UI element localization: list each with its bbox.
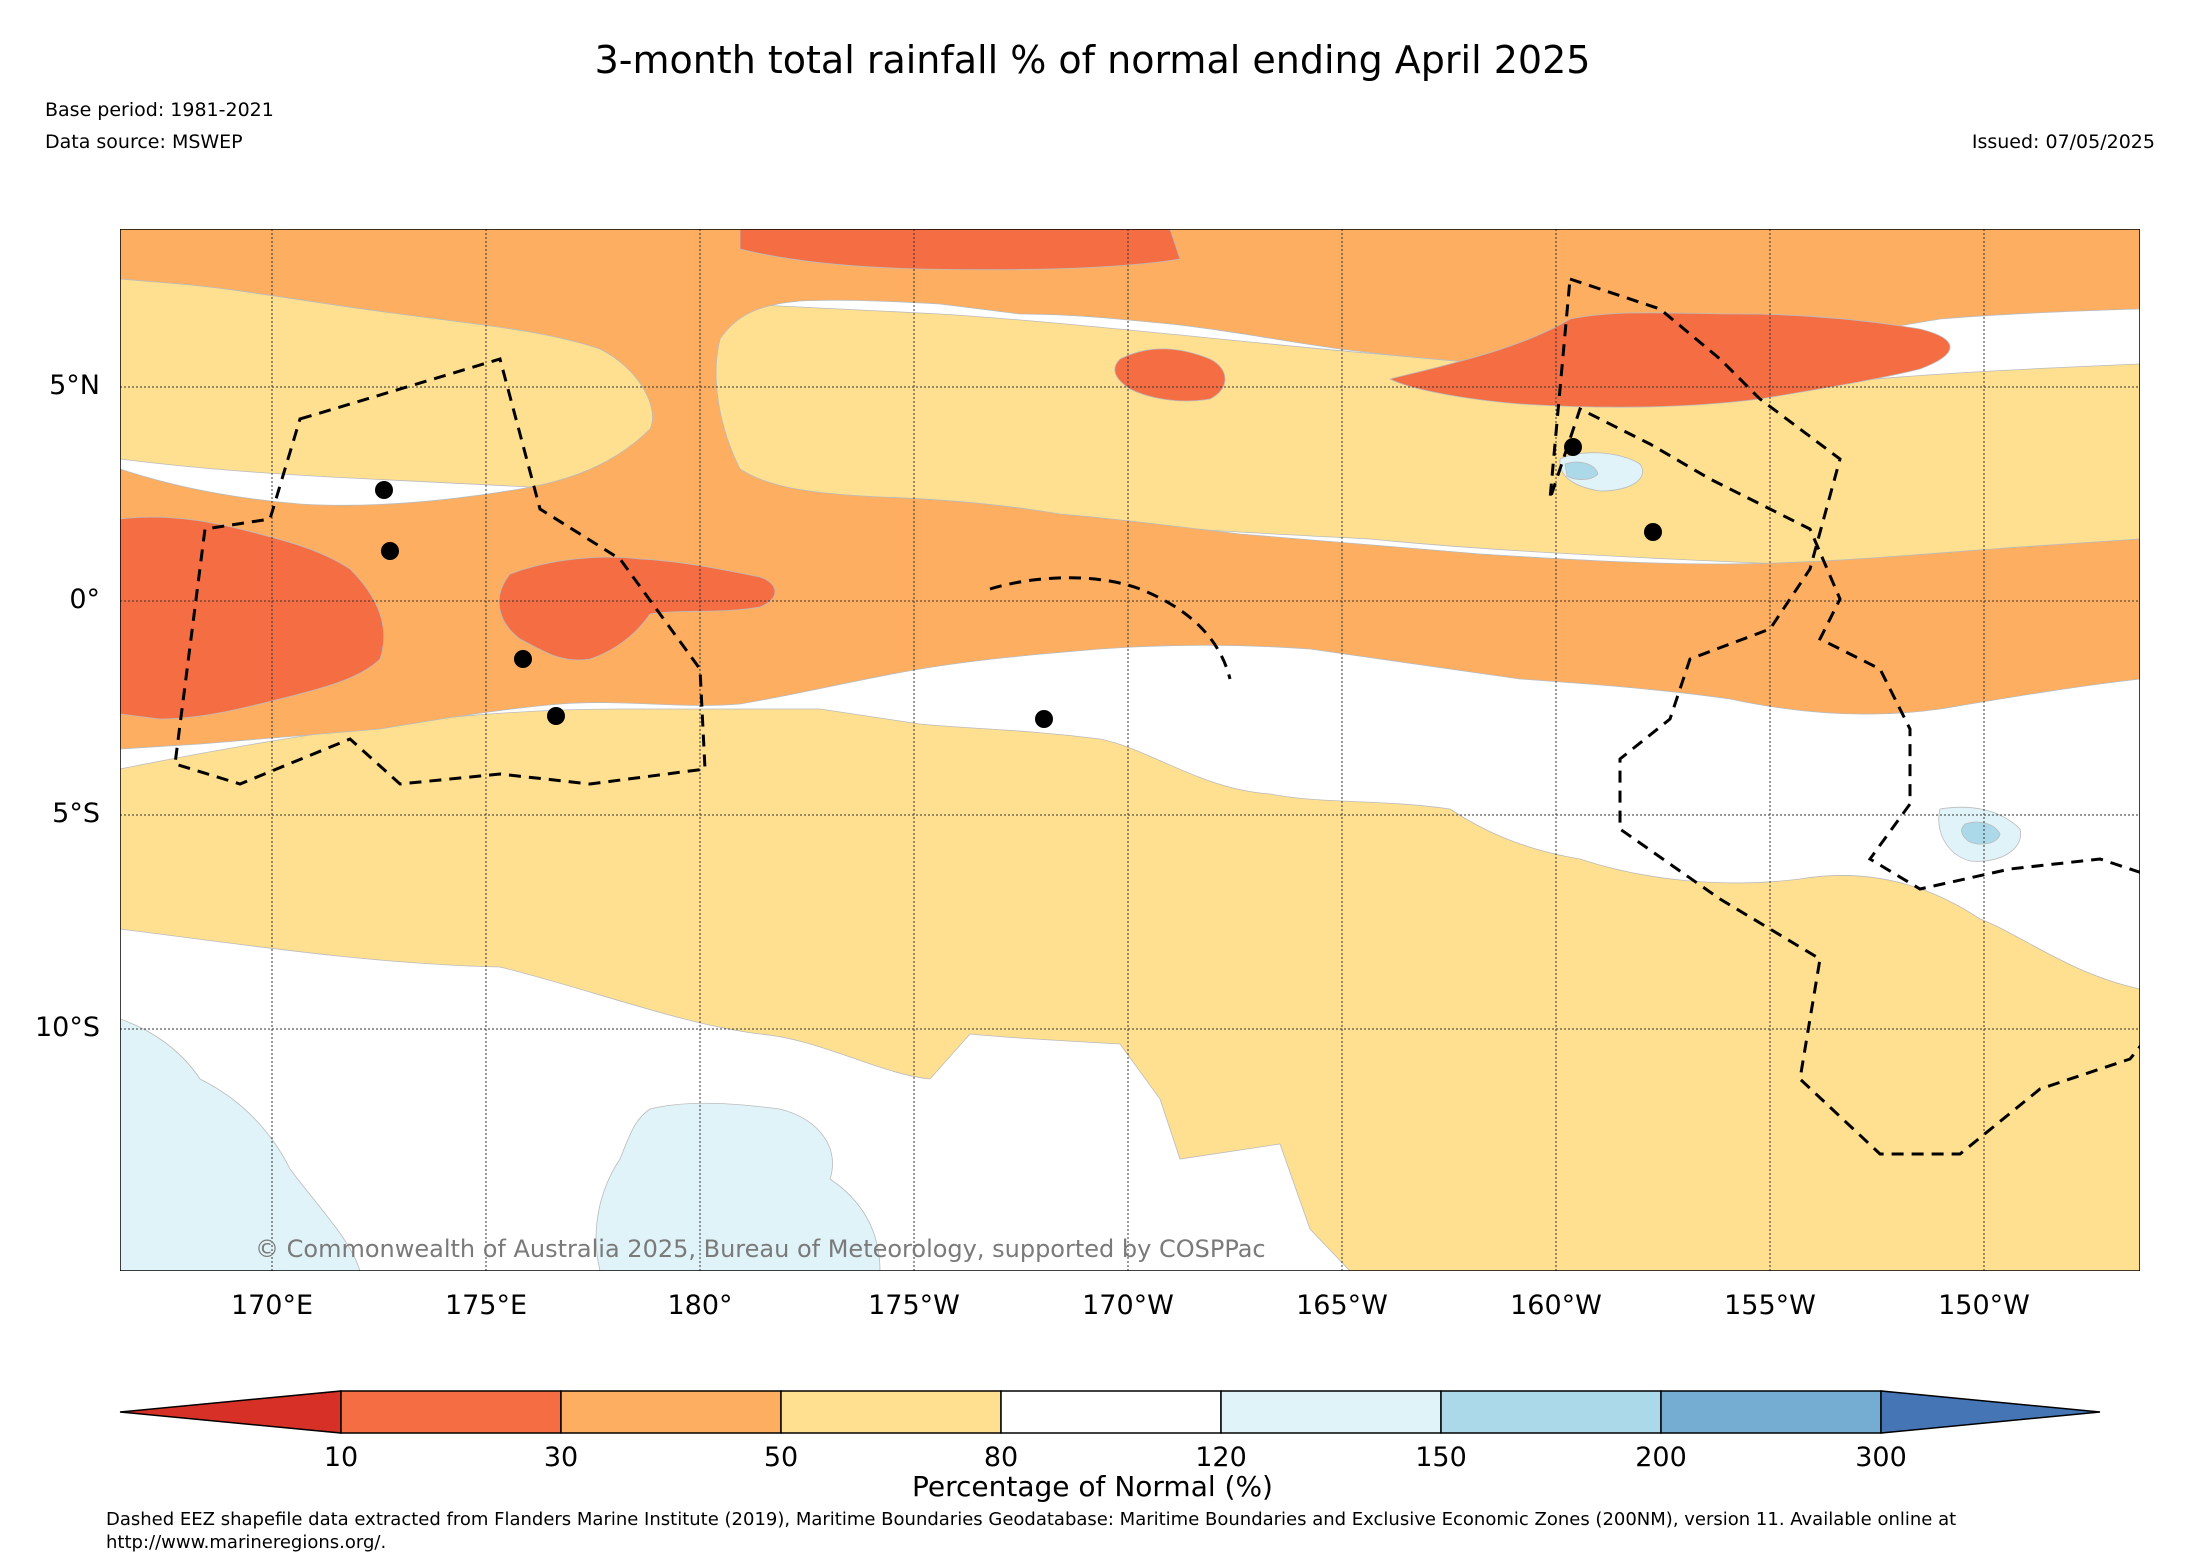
- eez-kiribati-gilberts: [173, 357, 707, 786]
- lon-label: 170°E: [230, 1290, 314, 1321]
- colorbar-segment: [1000, 1390, 1222, 1434]
- colorbar-tick: 30: [543, 1442, 579, 1473]
- eez-kiribati-line: [1548, 276, 2140, 1156]
- island-marker: [1035, 710, 1053, 728]
- lat-label-5s: 5°S: [52, 798, 100, 829]
- zone-150-200-east-1: [1961, 821, 2001, 845]
- colorbar-extension-low: [119, 1390, 342, 1434]
- lon-label: 165°W: [1296, 1290, 1388, 1321]
- island-markers: [375, 438, 1662, 728]
- colorbar-tick: 300: [1855, 1442, 1907, 1473]
- colorbar-tick: 50: [763, 1442, 799, 1473]
- eez-kiribati-phoenix: [989, 576, 1232, 680]
- lon-label: 170°W: [1082, 1290, 1174, 1321]
- zone-150-200-east-2: [1564, 461, 1599, 480]
- colorbar-segment: [780, 1390, 1002, 1434]
- eez-boundaries: [173, 276, 2140, 1156]
- zone-10-30-central: [498, 556, 776, 661]
- island-marker: [381, 542, 399, 560]
- lat-label-10s: 10°S: [35, 1012, 100, 1043]
- colorbar: [119, 1390, 2101, 1434]
- colorbar-tick: 10: [323, 1442, 359, 1473]
- lon-label: 150°W: [1938, 1290, 2030, 1321]
- copyright-notice: © Commonwealth of Australia 2025, Bureau…: [255, 1235, 1266, 1263]
- colorbar-segment: [560, 1390, 782, 1434]
- colorbar-segment: [1660, 1390, 1882, 1434]
- colorbar-extension-high: [1880, 1390, 2101, 1434]
- graticule: [120, 229, 2140, 1271]
- island-marker: [514, 650, 532, 668]
- footnote: Dashed EEZ shapefile data extracted from…: [106, 1509, 1957, 1553]
- map-title: 3-month total rainfall % of normal endin…: [594, 38, 1591, 82]
- lon-label: 160°W: [1510, 1290, 1602, 1321]
- lon-label: 155°W: [1724, 1290, 1816, 1321]
- island-marker: [375, 481, 393, 499]
- lon-label: 180°: [667, 1290, 733, 1321]
- island-marker: [1644, 523, 1662, 541]
- colorbar-segment: [1440, 1390, 1662, 1434]
- zone-10-30-north-central: [739, 229, 1181, 271]
- zone-10-30-north-mid: [1114, 348, 1226, 402]
- colorbar-segment: [1220, 1390, 1442, 1434]
- colorbar-tick: 200: [1635, 1442, 1687, 1473]
- zone-120-150-southwest: [120, 1018, 361, 1271]
- island-marker: [1564, 438, 1582, 456]
- island-marker: [547, 707, 565, 725]
- issued-date: Issued: 07/05/2025: [1971, 131, 2155, 153]
- zone-120-150-south-central: [595, 1102, 881, 1271]
- colorbar-tick: 150: [1415, 1442, 1467, 1473]
- data-source: Data source: MSWEP: [45, 131, 243, 153]
- colorbar-tick: 120: [1195, 1442, 1247, 1473]
- colorbar-segment: [340, 1390, 562, 1434]
- colorbar-segments: [119, 1390, 2101, 1434]
- lat-label-5n: 5°N: [49, 370, 100, 401]
- colorbar-tick: 80: [983, 1442, 1019, 1473]
- lon-label: 175°W: [868, 1290, 960, 1321]
- zone-10-30-north-east: [1388, 312, 1951, 408]
- base-period: Base period: 1981-2021: [45, 99, 274, 121]
- lat-label-0: 0°: [69, 584, 100, 615]
- rainfall-map: [120, 229, 2140, 1271]
- lon-label: 175°E: [444, 1290, 528, 1321]
- zone-50-80-south: [120, 708, 2140, 1271]
- colorbar-title: Percentage of Normal (%): [912, 1470, 1273, 1503]
